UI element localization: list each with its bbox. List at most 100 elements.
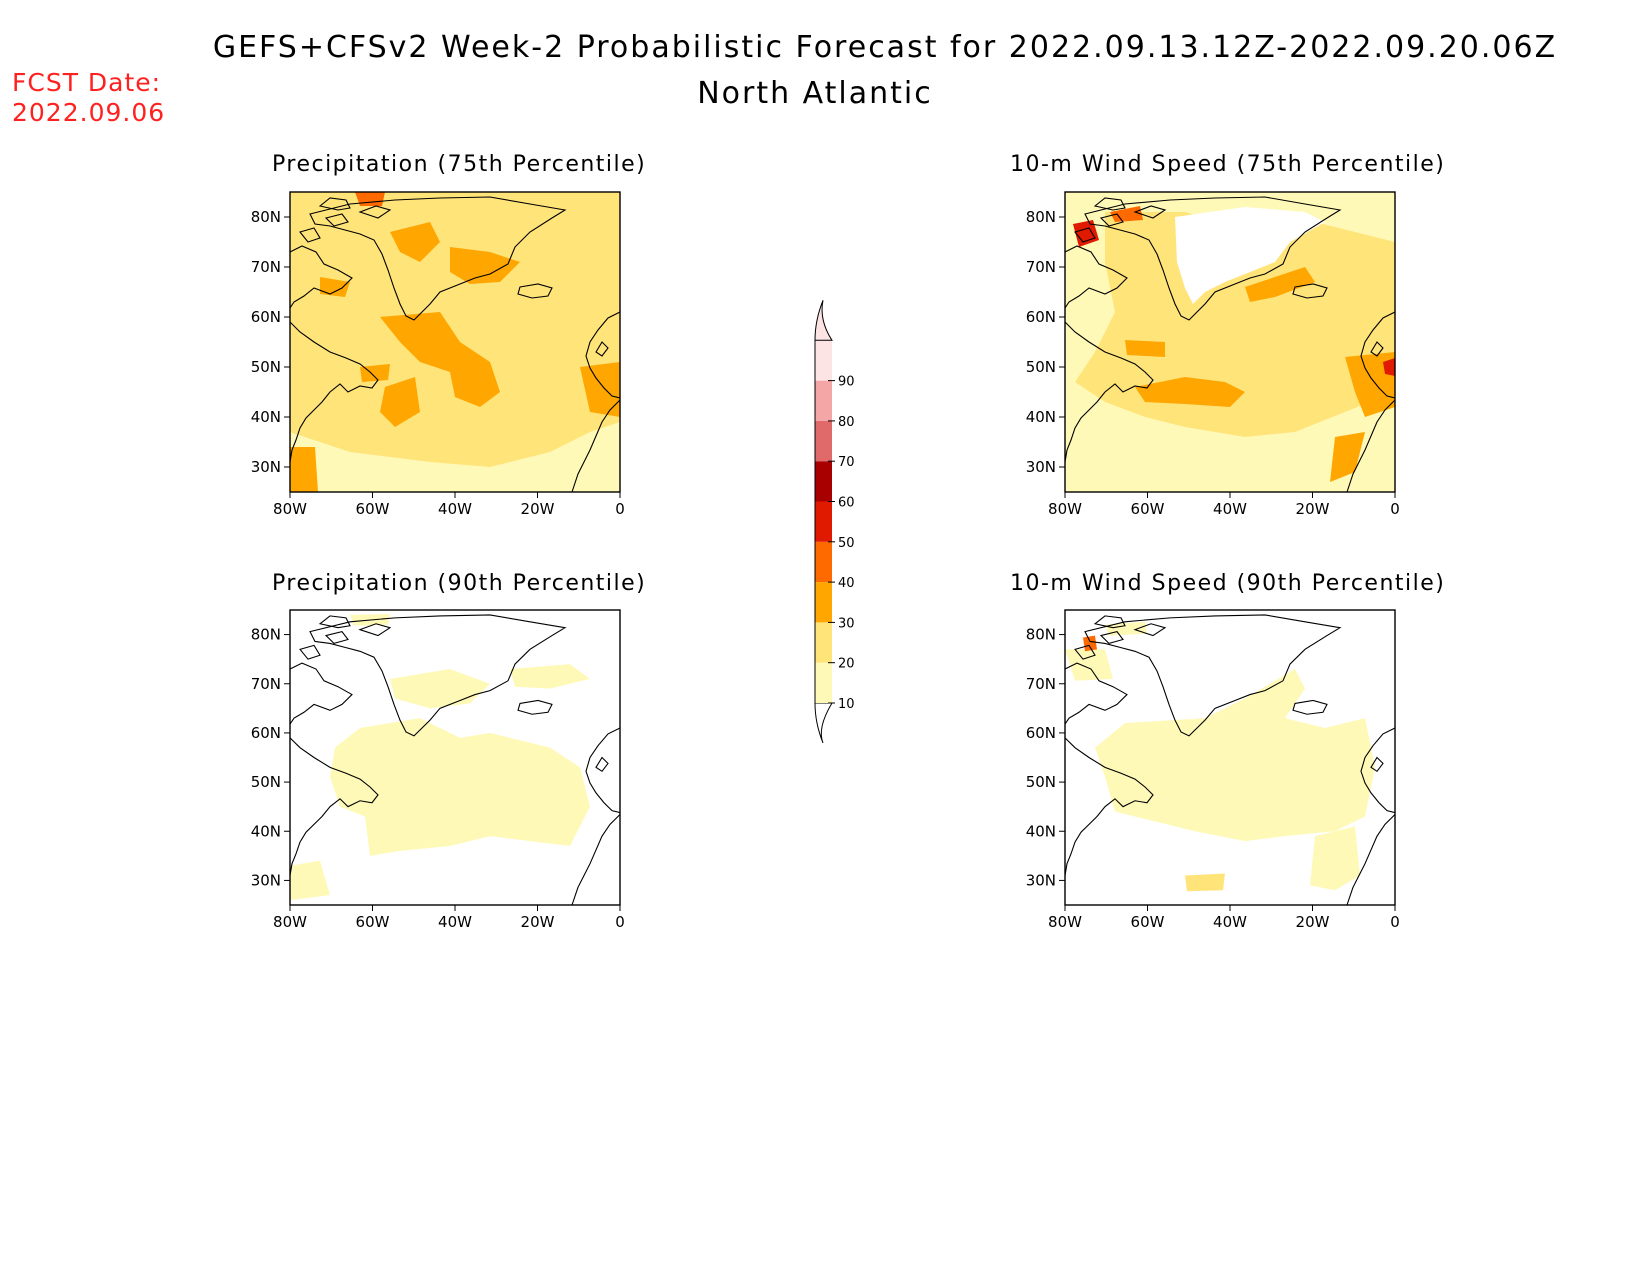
colorbar-label: 20 [838, 657, 855, 672]
probability-fill-region [290, 447, 318, 492]
probability-fill-region [510, 664, 590, 689]
probability-fill-region [360, 364, 390, 382]
greenland-interior [1175, 624, 1325, 721]
lon-tick-label: 40W [438, 500, 472, 518]
lon-tick-label: 20W [1296, 500, 1330, 518]
lon-tick-label: 80W [273, 913, 307, 931]
lat-tick-label: 30N [1026, 871, 1056, 889]
colorbar-label: 40 [838, 576, 855, 591]
probability-fill-region [1135, 377, 1245, 407]
lon-tick-label: 40W [1213, 500, 1247, 518]
lon-tick-label: 20W [521, 500, 555, 518]
lon-tick-label: 80W [1048, 500, 1082, 518]
probability-fill-region [1245, 267, 1315, 302]
lat-tick-label: 60N [1026, 308, 1056, 326]
probability-fill-region [1110, 206, 1143, 222]
lon-tick-label: 60W [356, 500, 390, 518]
colorbar-label: 60 [838, 496, 855, 511]
lon-tick-label: 20W [1296, 913, 1330, 931]
lon-tick-label: 0 [615, 500, 625, 518]
probability-fill-region [380, 312, 500, 407]
probability-fill-region [1083, 635, 1097, 652]
lat-tick-label: 50N [251, 773, 281, 791]
probability-fill-region [1310, 826, 1360, 891]
colorbar-segment [815, 340, 832, 381]
colorbar-segment [815, 662, 832, 703]
probability-fill-region [1125, 340, 1165, 357]
lon-tick-label: 80W [1048, 913, 1082, 931]
greenland-interior [1175, 207, 1325, 304]
colorbar-upper-cap [814, 300, 833, 341]
probability-fill-region [320, 277, 350, 297]
map-panel-precip90: 80N 70N 60N 50N 40N 30N 80W 60W 40W 20W 0 [251, 609, 625, 931]
map-panel-precip75: 80N 70N 60N 50N 40N 30N 80W 60W 40W 20W 0 [251, 191, 625, 518]
panel-title-wind75: 10-m Wind Speed (75th Percentile) [1010, 152, 1446, 177]
probability-fill-region [1330, 432, 1365, 482]
colorbar-segment [815, 380, 832, 421]
lon-tick-label: 0 [615, 913, 625, 931]
lat-tick-label: 70N [1026, 258, 1056, 276]
colorbar-segment [815, 541, 832, 583]
probability-fill-region [1383, 358, 1395, 376]
forecast-date-value: 2022.09.06 [12, 98, 166, 127]
lat-tick-label: 70N [251, 258, 281, 276]
colorbar-segment [815, 501, 832, 542]
colorbar-segment [815, 461, 832, 502]
lat-tick-label: 80N [251, 208, 281, 226]
lat-tick-label: 70N [251, 675, 281, 693]
probability-fill-region [1073, 220, 1099, 247]
colorbar-label: 70 [838, 455, 855, 470]
forecast-date-label: FCST Date: [12, 68, 162, 97]
probability-fill-region [290, 422, 620, 492]
probability-fill-region [580, 362, 620, 417]
probability-fill-region [1345, 352, 1395, 417]
colorbar-label: 50 [838, 536, 855, 551]
lon-tick-label: 0 [1390, 913, 1400, 931]
probability-fill-region [290, 860, 330, 901]
panel-title-precip75: Precipitation (75th Percentile) [272, 152, 647, 177]
forecast-date: FCST Date: 2022.09.06 [12, 68, 165, 128]
lat-tick-label: 40N [1026, 408, 1056, 426]
lon-tick-label: 40W [1213, 913, 1247, 931]
probability-fill-region [1065, 649, 1113, 681]
lat-tick-label: 30N [1026, 458, 1056, 476]
lat-tick-label: 70N [1026, 675, 1056, 693]
lon-tick-label: 80W [273, 500, 307, 518]
colorbar-label: 10 [838, 697, 855, 712]
colorbar-segment [815, 420, 832, 462]
lat-tick-label: 30N [251, 458, 281, 476]
lon-tick-label: 20W [521, 913, 555, 931]
probability-fill-region [355, 192, 385, 206]
colorbar-label: 80 [838, 415, 855, 430]
colorbar-segment [815, 622, 832, 663]
panel-title-precip90: Precipitation (90th Percentile) [272, 571, 647, 596]
colorbar-legend: 10 20 30 40 50 60 70 80 90 [814, 300, 855, 744]
colorbar-label: 30 [838, 616, 855, 631]
region-subtitle: North Atlantic [697, 76, 933, 111]
colorbar-segment [815, 582, 832, 623]
map-panel-wind75: 80N 70N 60N 50N 40N 30N 80W 60W 40W 20W 0 [1026, 191, 1400, 518]
map-panels: 80N 70N 60N 50N 40N 30N 80W 60W 40W 20W 0 80N 70N 60N… [251, 191, 1400, 931]
lat-tick-label: 50N [1026, 358, 1056, 376]
lat-tick-label: 50N [251, 358, 281, 376]
lat-tick-label: 80N [1026, 626, 1056, 644]
probability-fill-region [390, 222, 440, 262]
probability-fill-region [1095, 669, 1375, 842]
probability-fill-region [330, 718, 590, 856]
colorbar-label: 90 [838, 375, 855, 390]
lon-tick-label: 60W [1131, 913, 1165, 931]
colorbar-lower-cap [814, 702, 833, 744]
lon-tick-label: 40W [438, 913, 472, 931]
lat-tick-label: 40N [251, 408, 281, 426]
lat-tick-label: 40N [1026, 822, 1056, 840]
lat-tick-label: 60N [251, 724, 281, 742]
main-title: GEFS+CFSv2 Week-2 Probabilistic Forecast… [212, 30, 1558, 65]
panel-title-wind90: 10-m Wind Speed (90th Percentile) [1010, 571, 1446, 596]
lat-tick-label: 30N [251, 871, 281, 889]
map-panel-wind90: 80N 70N 60N 50N 40N 30N 80W 60W 40W 20W 0 [1026, 609, 1400, 931]
probability-fill-region [450, 247, 520, 284]
lat-tick-label: 80N [251, 626, 281, 644]
lat-tick-label: 60N [251, 308, 281, 326]
probability-fill-region [380, 377, 420, 427]
